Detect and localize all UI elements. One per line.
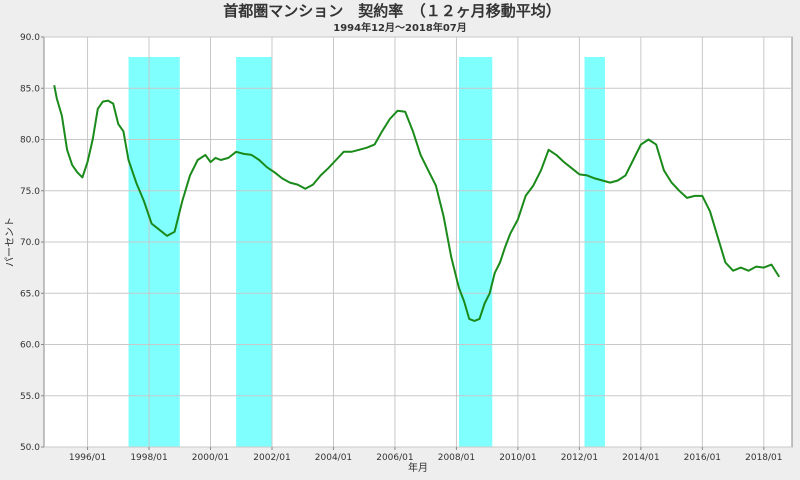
grid-lines [44,36,792,448]
shaded-period-4 [584,57,605,447]
x-axis-label: 年月 [408,461,428,474]
x-tick-label-5: 2006/01 [376,453,413,463]
x-tick-label-0: 1996/01 [69,453,106,463]
shaded-period-3 [458,57,493,447]
series-layer [53,85,781,322]
chart-title: 首都圏マンション 契約率 （１２ヶ月移動平均） [223,2,561,20]
shaded-period-1 [128,57,180,447]
x-tick-label-10: 2016/01 [684,453,721,463]
x-tick-label-3: 2002/01 [253,453,290,463]
y-tick-label-7: 85.0 [20,84,40,94]
y-tick-label-0: 50.0 [20,443,40,453]
x-axis-ticks: 1996/01 1998/01 2000/01 2002/01 2004/01 2006/… [69,447,783,463]
y-axis-label: パーセント [4,217,16,267]
y-tick-label-1: 55.0 [20,392,40,402]
y-tick-label-6: 80.0 [20,136,40,146]
x-tick-label-8: 2012/01 [561,453,598,463]
y-tick-label-8: 90.0 [20,33,40,43]
series-line-1 [53,85,781,322]
y-tick-label-4: 70.0 [20,238,40,248]
x-tick-label-4: 2004/01 [315,453,352,463]
x-tick-label-11: 2018/01 [745,453,782,463]
x-tick-label-9: 2014/01 [622,453,659,463]
y-axis-ticks: 50.0 55.0 60.0 65.0 70.0 75.0 80.0 85.0 90.0 [20,33,44,453]
y-tick-label-3: 65.0 [20,289,40,299]
x-tick-label-7: 2010/01 [499,453,536,463]
x-tick-label-2: 2000/01 [192,453,229,463]
x-tick-label-6: 2008/01 [438,453,475,463]
chart-subtitle: 1994年12月～2018年07月 [333,21,467,34]
x-tick-label-1: 1998/01 [130,453,167,463]
shaded-periods [128,57,605,447]
y-tick-label-2: 60.0 [20,341,40,351]
y-tick-label-5: 75.0 [20,187,40,197]
shaded-period-2 [236,57,272,447]
